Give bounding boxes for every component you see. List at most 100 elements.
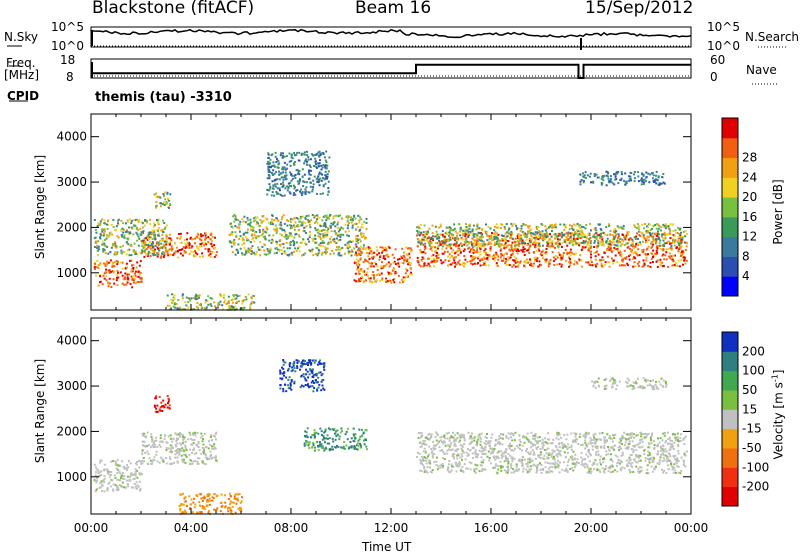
data-pixel-power	[228, 306, 231, 309]
data-pixel-power	[501, 243, 503, 246]
data-pixel-power	[287, 254, 290, 257]
data-pixel-velocity	[430, 433, 433, 436]
data-pixel-velocity	[101, 480, 103, 483]
data-pixel-velocity	[203, 449, 206, 452]
data-pixel-power	[318, 171, 321, 174]
data-pixel-power	[657, 227, 660, 230]
data-pixel-power	[128, 273, 131, 276]
data-pixel-power	[285, 155, 288, 158]
data-pixel-velocity	[184, 444, 187, 447]
data-pixel-velocity	[595, 453, 598, 456]
data-pixel-velocity	[134, 485, 137, 488]
data-pixel-power	[672, 223, 674, 226]
data-pixel-velocity	[313, 437, 316, 439]
data-pixel-power	[514, 244, 517, 247]
data-pixel-velocity	[320, 445, 323, 448]
data-pixel-power	[590, 245, 593, 248]
data-pixel-velocity	[112, 460, 115, 462]
data-pixel-power	[481, 244, 484, 247]
data-pixel-velocity	[93, 479, 96, 482]
data-pixel-power	[481, 259, 484, 261]
data-pixel-power	[312, 179, 315, 182]
data-pixel-power	[108, 272, 111, 274]
data-pixel-power	[276, 182, 279, 185]
data-pixel-power	[616, 236, 619, 239]
data-pixel-velocity	[339, 431, 342, 434]
data-pixel-velocity	[305, 379, 308, 382]
data-pixel-power	[163, 204, 166, 206]
data-pixel-power	[242, 220, 245, 223]
data-pixel-power	[594, 232, 597, 235]
data-pixel-velocity	[172, 438, 175, 441]
data-pixel-power	[367, 255, 370, 258]
data-pixel-power	[233, 242, 236, 244]
data-pixel-power	[497, 258, 500, 261]
data-pixel-power	[505, 257, 507, 260]
data-pixel-power	[271, 240, 274, 243]
data-pixel-power	[551, 226, 554, 229]
data-pixel-power	[227, 305, 230, 308]
data-pixel-power	[633, 261, 636, 264]
data-pixel-power	[272, 169, 275, 172]
data-pixel-power	[538, 243, 540, 246]
data-pixel-power	[616, 245, 619, 248]
data-pixel-power	[252, 237, 255, 239]
data-pixel-power	[437, 244, 440, 247]
data-pixel-power	[643, 223, 646, 225]
data-pixel-power	[250, 247, 253, 250]
data-pixel-power	[490, 233, 493, 236]
data-pixel-power	[566, 244, 569, 247]
data-pixel-power	[510, 244, 513, 247]
data-pixel-power	[623, 235, 626, 238]
data-pixel-power	[274, 247, 277, 250]
data-pixel-velocity	[202, 496, 205, 499]
data-pixel-power	[143, 240, 145, 242]
data-pixel-velocity	[204, 463, 207, 466]
data-pixel-velocity	[127, 485, 130, 488]
data-pixel-power	[568, 256, 571, 259]
data-pixel-power	[429, 241, 432, 244]
data-pixel-power	[662, 239, 665, 242]
data-pixel-power	[669, 257, 672, 260]
data-pixel-power	[148, 246, 151, 249]
data-pixel-power	[434, 235, 437, 238]
data-pixel-power	[210, 304, 213, 307]
data-pixel-velocity	[201, 440, 204, 443]
data-pixel-velocity	[317, 386, 320, 389]
data-pixel-velocity	[99, 482, 102, 485]
data-pixel-velocity	[454, 445, 457, 448]
data-pixel-power	[546, 233, 549, 236]
data-pixel-power	[481, 236, 484, 239]
data-pixel-power	[321, 242, 324, 244]
data-pixel-velocity	[114, 462, 117, 465]
data-pixel-velocity	[297, 360, 300, 363]
data-pixel-power	[662, 248, 665, 251]
data-pixel-power	[381, 246, 384, 249]
data-pixel-velocity	[151, 460, 154, 463]
data-pixel-power	[278, 170, 280, 173]
data-pixel-power	[283, 250, 286, 253]
data-pixel-power	[284, 168, 287, 171]
data-pixel-velocity	[664, 454, 667, 457]
data-pixel-power	[510, 222, 513, 225]
data-pixel-power	[152, 243, 155, 246]
data-pixel-power	[331, 249, 333, 252]
data-pixel-power	[282, 171, 284, 174]
data-pixel-velocity	[358, 438, 361, 441]
data-pixel-power	[435, 249, 438, 252]
data-pixel-power	[520, 243, 523, 246]
data-pixel-power	[219, 293, 222, 296]
data-pixel-power	[583, 174, 586, 177]
data-pixel-power	[330, 222, 333, 225]
data-pixel-power	[165, 236, 168, 239]
data-pixel-power	[521, 242, 524, 245]
data-pixel-power	[283, 161, 286, 164]
data-pixel-power	[186, 232, 189, 235]
data-pixel-power	[309, 226, 312, 229]
data-pixel-power	[267, 165, 270, 168]
data-pixel-velocity	[313, 434, 316, 437]
data-pixel-power	[165, 201, 168, 203]
data-pixel-power	[129, 231, 131, 234]
data-pixel-power	[174, 250, 177, 253]
data-pixel-power	[509, 256, 512, 259]
